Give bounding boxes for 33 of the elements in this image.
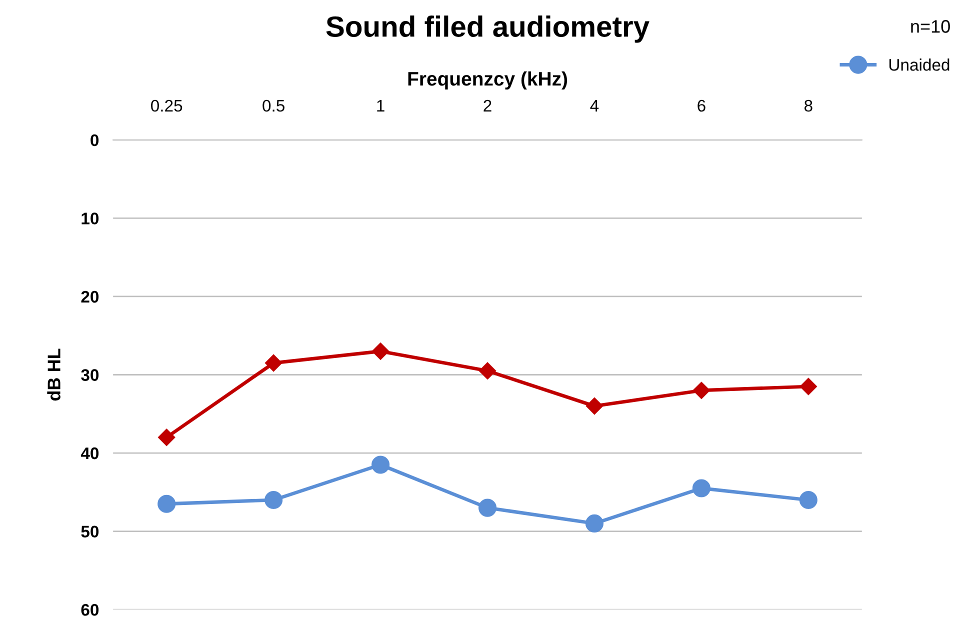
- point: [372, 456, 390, 474]
- point: [692, 382, 710, 399]
- y-tick-label: 40: [80, 447, 99, 460]
- x-tick-label: 4: [590, 100, 599, 112]
- chart-title: Sound filed audiometry: [326, 16, 650, 43]
- y-tick-label: 0: [90, 134, 99, 146]
- point: [158, 494, 176, 513]
- y-tick-label: 30: [81, 369, 99, 381]
- legend-label: Unaided: [889, 58, 950, 71]
- x-tick-label: 8: [804, 100, 812, 112]
- point: [478, 498, 497, 517]
- point: [586, 398, 604, 415]
- point: [264, 490, 283, 510]
- point: [265, 354, 282, 372]
- text: n=10: [911, 20, 950, 33]
- point: [585, 514, 604, 532]
- point: [692, 479, 710, 498]
- point: [478, 362, 496, 380]
- x-tick-label: 0.25: [151, 100, 182, 112]
- point: [158, 428, 176, 446]
- x-axis-title: Frequenzcy (kHz): [408, 71, 568, 90]
- point: [372, 342, 390, 360]
- y-tick-label: 10: [82, 212, 99, 224]
- point: [800, 378, 817, 396]
- y-tick-label: 50: [81, 526, 99, 538]
- x-tick-label: 1: [377, 100, 384, 112]
- y-tick-label: 20: [81, 290, 99, 303]
- x-tick-label: 6: [698, 100, 706, 112]
- point: [799, 490, 818, 510]
- x-tick-label: 2: [484, 100, 492, 112]
- y-axis-title: dB HL: [47, 348, 60, 401]
- x-tick-label: 0.5: [262, 100, 284, 112]
- y-tick-label: 60: [81, 604, 99, 616]
